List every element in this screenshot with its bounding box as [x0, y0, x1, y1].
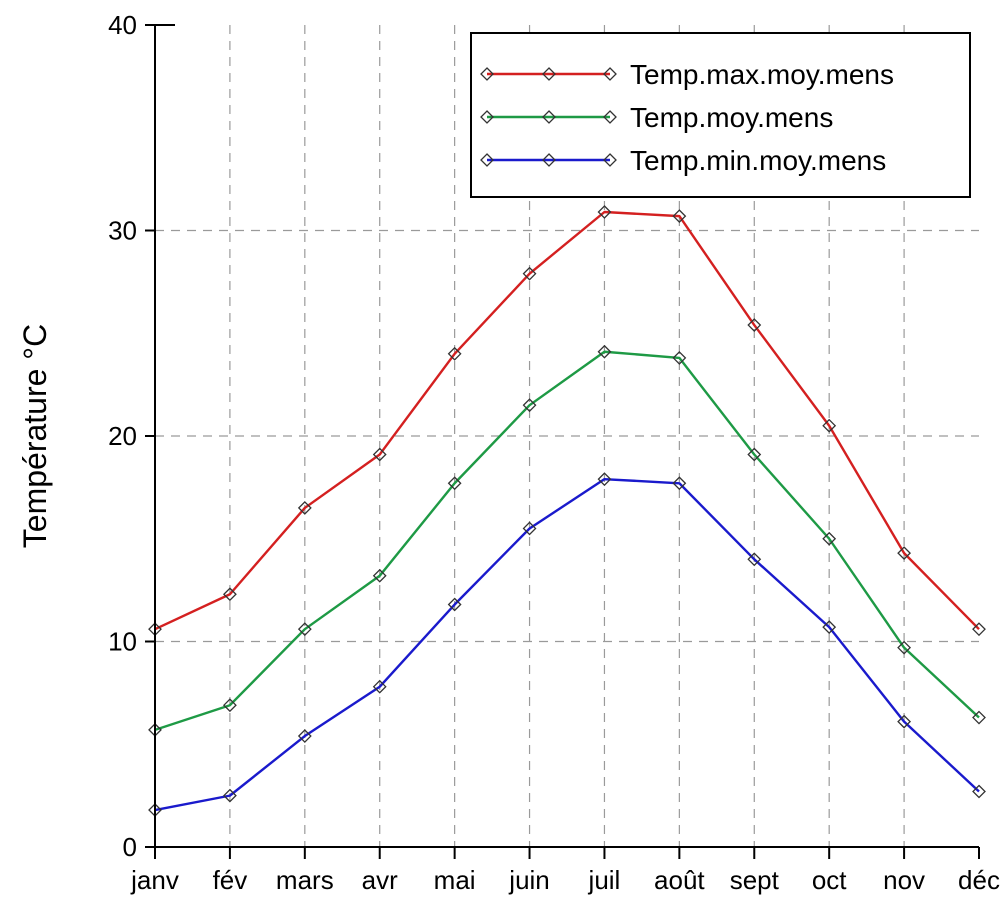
x-tick-label: nov — [883, 865, 925, 895]
legend-swatch-marker — [603, 110, 617, 124]
legend-swatch-marker — [542, 153, 556, 167]
legend-label: Temp.min.moy.mens — [630, 145, 886, 176]
data-point — [447, 597, 462, 612]
series-3 — [148, 472, 986, 817]
data-point — [522, 266, 537, 281]
data-point — [972, 622, 986, 637]
y-axis-label: Température °C — [17, 324, 53, 548]
x-tick-label: fév — [213, 865, 248, 895]
data-point — [897, 640, 912, 655]
y-tick-label: 30 — [108, 216, 137, 246]
legend-item: Temp.max.moy.mens — [480, 59, 894, 90]
legend: Temp.max.moy.mens Temp.moy.mens Temp.min.m… — [470, 32, 971, 198]
x-tick-label: avr — [362, 865, 398, 895]
legend-label: Temp.moy.mens — [630, 102, 833, 133]
series-line — [154, 477, 980, 812]
x-tick-label: déc — [958, 865, 1000, 895]
data-point — [822, 620, 837, 635]
legend-item: Temp.min.moy.mens — [480, 145, 886, 176]
y-tick-label: 0 — [123, 832, 137, 862]
data-point — [222, 788, 237, 803]
data-point — [522, 521, 537, 536]
data-point — [522, 398, 537, 413]
data-point — [372, 568, 387, 583]
data-point — [222, 698, 237, 713]
data-point — [747, 447, 762, 462]
legend-swatch-marker — [542, 110, 556, 124]
data-point — [447, 476, 462, 491]
data-point — [897, 546, 912, 561]
legend-swatch-marker — [603, 67, 617, 81]
series-line — [154, 210, 980, 631]
legend-swatch-marker — [480, 153, 494, 167]
data-point — [747, 552, 762, 567]
data-point — [597, 205, 612, 219]
data-point — [372, 679, 387, 694]
x-tick-label: oct — [812, 865, 847, 895]
data-point — [897, 714, 912, 729]
legend-label: Temp.max.moy.mens — [630, 59, 894, 90]
data-point — [447, 346, 462, 361]
data-point — [822, 531, 837, 546]
data-point — [972, 710, 986, 725]
series-1 — [148, 205, 986, 637]
y-tick-label: 40 — [108, 10, 137, 40]
data-point — [222, 587, 237, 602]
data-point — [597, 472, 612, 487]
series-line — [154, 350, 980, 732]
data-point — [597, 344, 612, 359]
data-point — [297, 622, 312, 637]
axes — [145, 24, 980, 859]
x-tick-label: juil — [588, 865, 621, 895]
data-point — [822, 418, 837, 433]
data-point — [672, 476, 687, 491]
data-point — [747, 318, 762, 332]
data-point — [297, 729, 312, 743]
legend-swatch-marker — [480, 110, 494, 124]
x-tick-label: août — [654, 865, 705, 895]
legend-item: Temp.moy.mens — [480, 102, 833, 133]
data-point — [297, 501, 312, 515]
x-tick-label: juin — [508, 865, 549, 895]
y-tick-label: 20 — [108, 421, 137, 451]
data-point — [372, 447, 387, 462]
data-point — [672, 209, 687, 224]
legend-box — [470, 32, 971, 198]
legend-swatch-marker — [603, 153, 617, 167]
legend-swatch-marker — [542, 67, 556, 81]
series-2 — [148, 344, 986, 737]
series-layer — [148, 205, 986, 817]
x-tick-label: mai — [434, 865, 476, 895]
legend-swatch-marker — [480, 67, 494, 81]
x-tick-label: mars — [276, 865, 334, 895]
data-point — [972, 784, 986, 799]
tick-labels: 0 10 20 30 40 janv fév mars avr mai juin juil août se… — [108, 10, 1000, 895]
x-tick-label: sept — [730, 865, 780, 895]
x-tick-label: janv — [130, 865, 179, 895]
y-tick-label: 10 — [108, 627, 137, 657]
data-point — [672, 350, 687, 365]
